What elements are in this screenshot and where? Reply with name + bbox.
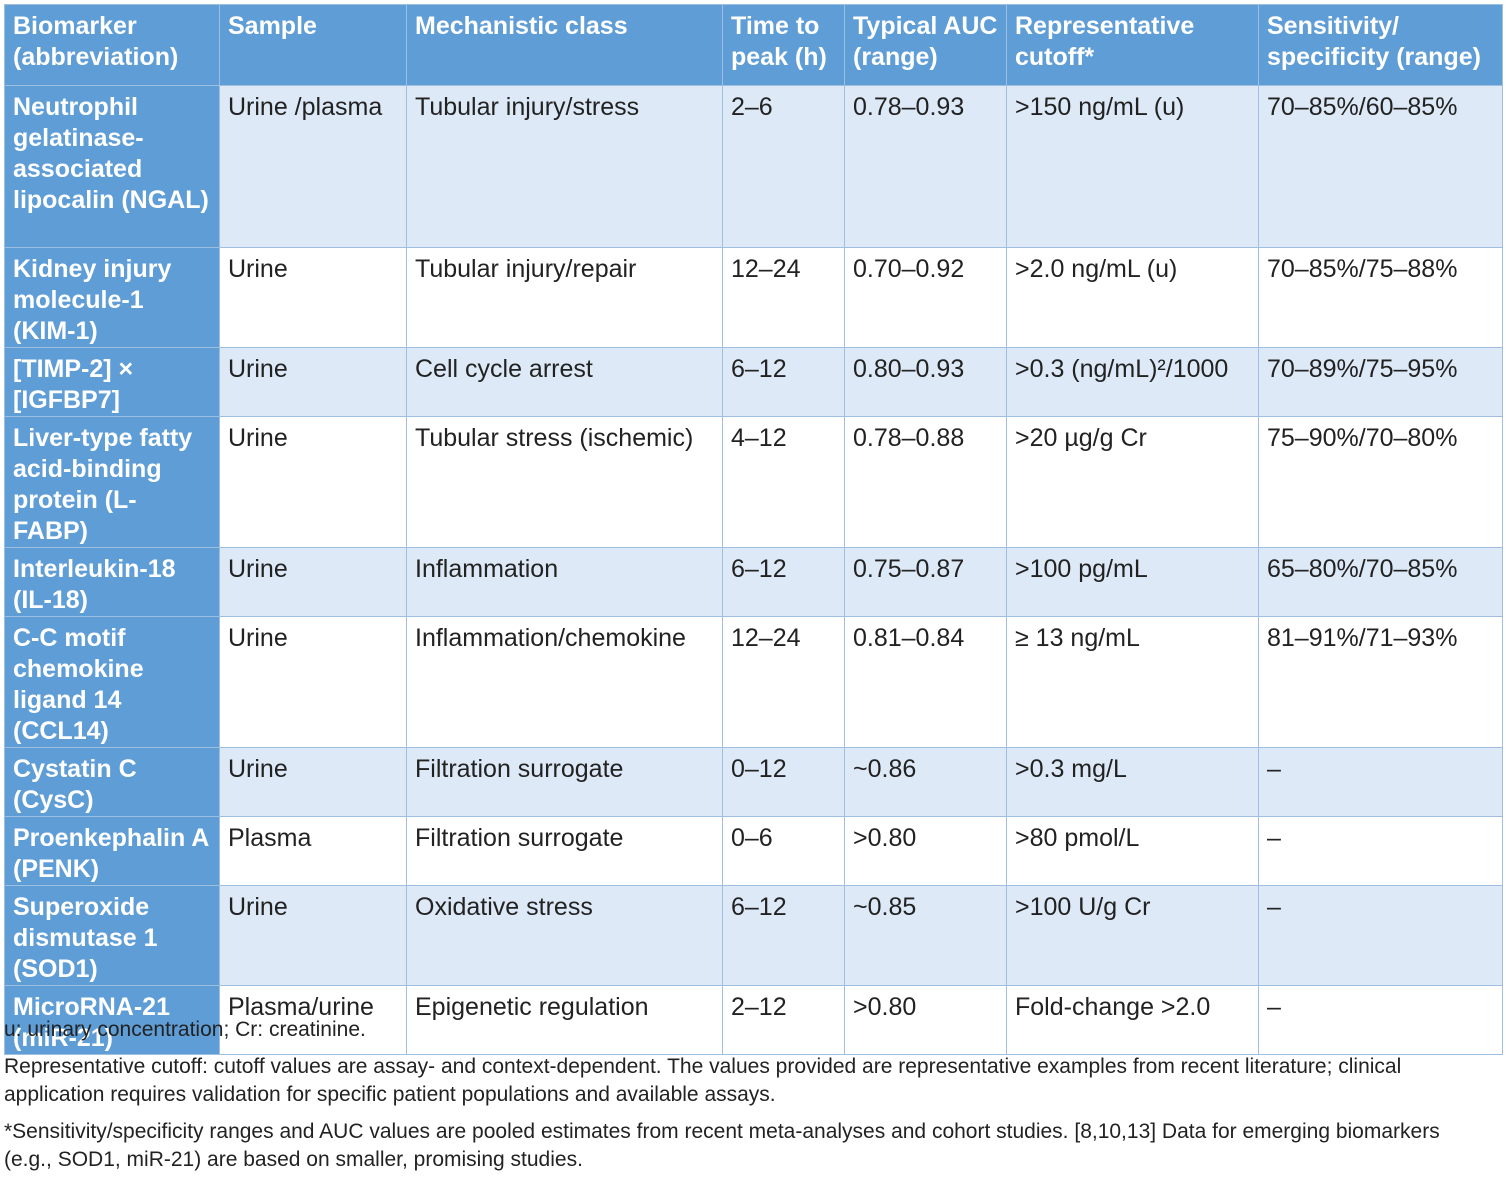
table-cell: >2.0 ng/mL (u) bbox=[1006, 247, 1259, 348]
table-cell: 6–12 bbox=[722, 885, 845, 986]
table-cell: Urine bbox=[219, 347, 407, 417]
table-cell: ~0.86 bbox=[844, 747, 1007, 817]
header-cell: Sensitivity/ specificity (range) bbox=[1258, 4, 1503, 86]
table-container: Biomarker (abbreviation) Sample Mechanisti… bbox=[4, 4, 1503, 1055]
table-cell: – bbox=[1258, 816, 1503, 886]
header-cell: Biomarker (abbreviation) bbox=[4, 4, 220, 86]
table-cell: ~0.85 bbox=[844, 885, 1007, 986]
table-row: Superoxide dismutase 1 (SOD1) Urine Oxidat… bbox=[4, 885, 1503, 986]
table-cell: 0–6 bbox=[722, 816, 845, 886]
header-cell: Typical AUC (range) bbox=[844, 4, 1007, 86]
biomarker-cell: Liver-type fatty acid-binding protein (L… bbox=[4, 416, 220, 548]
table-cell: 2–6 bbox=[722, 85, 845, 248]
table-cell: – bbox=[1258, 885, 1503, 986]
table-row: Liver-type fatty acid-binding protein (L… bbox=[4, 416, 1503, 548]
biomarker-cell: Interleukin-18 (IL-18) bbox=[4, 547, 220, 617]
footnotes: u: urinary concentration; Cr: creatinine… bbox=[4, 1016, 1484, 1183]
table-cell: Tubular injury/repair bbox=[406, 247, 723, 348]
footnote: *Sensitivity/specificity ranges and AUC … bbox=[4, 1120, 1440, 1171]
table-row: Kidney injury molecule-1 (KIM-1) Urine Tub… bbox=[4, 247, 1503, 348]
table-cell: Fold-change >2.0 bbox=[1006, 985, 1259, 1055]
table-cell: 70–85%/60–85% bbox=[1258, 85, 1503, 248]
table-cell: Filtration surrogate bbox=[406, 747, 723, 817]
table-row: MicroRNA-21 (miR-21) Plasma/urine Epigenet… bbox=[4, 985, 1503, 1055]
table-cell: 81–91%/71–93% bbox=[1258, 616, 1503, 748]
biomarker-cell: Proenkephalin A (PENK) bbox=[4, 816, 220, 886]
table-cell: Urine bbox=[219, 616, 407, 748]
biomarker-cell: Cystatin C (CysC) bbox=[4, 747, 220, 817]
biomarker-cell: C-C motif chemokine ligand 14 (CCL14) bbox=[4, 616, 220, 748]
biomarker-cell: MicroRNA-21 (miR-21) bbox=[4, 985, 220, 1055]
table-row: Neutrophil gelatinase-associated lipocal… bbox=[4, 85, 1503, 248]
table-cell: >100 pg/mL bbox=[1006, 547, 1259, 617]
table-cell: Urine bbox=[219, 747, 407, 817]
table-cell: 0.78–0.93 bbox=[844, 85, 1007, 248]
table-cell: >80 pmol/L bbox=[1006, 816, 1259, 886]
table-cell: >0.3 (ng/mL)²/1000 bbox=[1006, 347, 1259, 417]
table-cell: Inflammation bbox=[406, 547, 723, 617]
table-cell: Urine bbox=[219, 247, 407, 348]
table-cell: 0.80–0.93 bbox=[844, 347, 1007, 417]
table-cell: >100 U/g Cr bbox=[1006, 885, 1259, 986]
table-cell: 2–12 bbox=[722, 985, 845, 1055]
table-cell: 70–89%/75–95% bbox=[1258, 347, 1503, 417]
header-cell: Sample bbox=[219, 4, 407, 86]
biomarker-cell: [TIMP-2] × [IGFBP7] bbox=[4, 347, 220, 417]
table-cell: 0.78–0.88 bbox=[844, 416, 1007, 548]
table-row: Proenkephalin A (PENK) Plasma Filtration s… bbox=[4, 816, 1503, 886]
table-cell: Urine bbox=[219, 547, 407, 617]
table-cell: 0–12 bbox=[722, 747, 845, 817]
table-cell: 6–12 bbox=[722, 547, 845, 617]
table-cell: Plasma bbox=[219, 816, 407, 886]
table-cell: Oxidative stress bbox=[406, 885, 723, 986]
table-cell: Epigenetic regulation bbox=[406, 985, 723, 1055]
table-cell: 6–12 bbox=[722, 347, 845, 417]
biomarker-cell: Neutrophil gelatinase-associated lipocal… bbox=[4, 85, 220, 248]
header-cell: Representative cutoff* bbox=[1006, 4, 1259, 86]
table-cell: >0.3 mg/L bbox=[1006, 747, 1259, 817]
table-cell: 12–24 bbox=[722, 616, 845, 748]
table-row: Cystatin C (CysC) Urine Filtration surroga… bbox=[4, 747, 1503, 817]
table-cell: ≥ 13 ng/mL bbox=[1006, 616, 1259, 748]
table-cell: 4–12 bbox=[722, 416, 845, 548]
table-cell: 75–90%/70–80% bbox=[1258, 416, 1503, 548]
table-cell: 0.75–0.87 bbox=[844, 547, 1007, 617]
table-row: Interleukin-18 (IL-18) Urine Inflammation 6… bbox=[4, 547, 1503, 617]
table-cell: Plasma/urine bbox=[219, 985, 407, 1055]
table-cell: >150 ng/mL (u) bbox=[1006, 85, 1259, 248]
table-cell: Inflammation/chemokine bbox=[406, 616, 723, 748]
biomarker-table: Biomarker (abbreviation) Sample Mechanisti… bbox=[4, 4, 1503, 1055]
header-cell: Mechanistic class bbox=[406, 4, 723, 86]
footnote: Representative cutoff: cutoff values are… bbox=[4, 1055, 1402, 1106]
biomarker-cell: Kidney injury molecule-1 (KIM-1) bbox=[4, 247, 220, 348]
table-cell: 0.81–0.84 bbox=[844, 616, 1007, 748]
table-cell: Cell cycle arrest bbox=[406, 347, 723, 417]
table-cell: 65–80%/70–85% bbox=[1258, 547, 1503, 617]
biomarker-cell: Superoxide dismutase 1 (SOD1) bbox=[4, 885, 220, 986]
table-cell: Filtration surrogate bbox=[406, 816, 723, 886]
table-cell: – bbox=[1258, 747, 1503, 817]
footnote: u: urinary concentration; Cr: creatinine… bbox=[4, 1018, 366, 1041]
table-cell: Urine bbox=[219, 885, 407, 986]
table-cell: Urine bbox=[219, 416, 407, 548]
header-row: Biomarker (abbreviation) Sample Mechanisti… bbox=[4, 4, 1503, 86]
table-cell: – bbox=[1258, 985, 1503, 1055]
table-row: [TIMP-2] × [IGFBP7] Urine Cell cycle arres… bbox=[4, 347, 1503, 417]
table-cell: >0.80 bbox=[844, 985, 1007, 1055]
table-cell: Tubular stress (ischemic) bbox=[406, 416, 723, 548]
table-cell: 0.70–0.92 bbox=[844, 247, 1007, 348]
table-cell: >0.80 bbox=[844, 816, 1007, 886]
table-cell: 70–85%/75–88% bbox=[1258, 247, 1503, 348]
table-cell: 12–24 bbox=[722, 247, 845, 348]
table-cell: >20 µg/g Cr bbox=[1006, 416, 1259, 548]
table-cell: Tubular injury/stress bbox=[406, 85, 723, 248]
table-cell: Urine /plasma bbox=[219, 85, 407, 248]
header-cell: Time to peak (h) bbox=[722, 4, 845, 86]
table-row: C-C motif chemokine ligand 14 (CCL14) Uri… bbox=[4, 616, 1503, 748]
